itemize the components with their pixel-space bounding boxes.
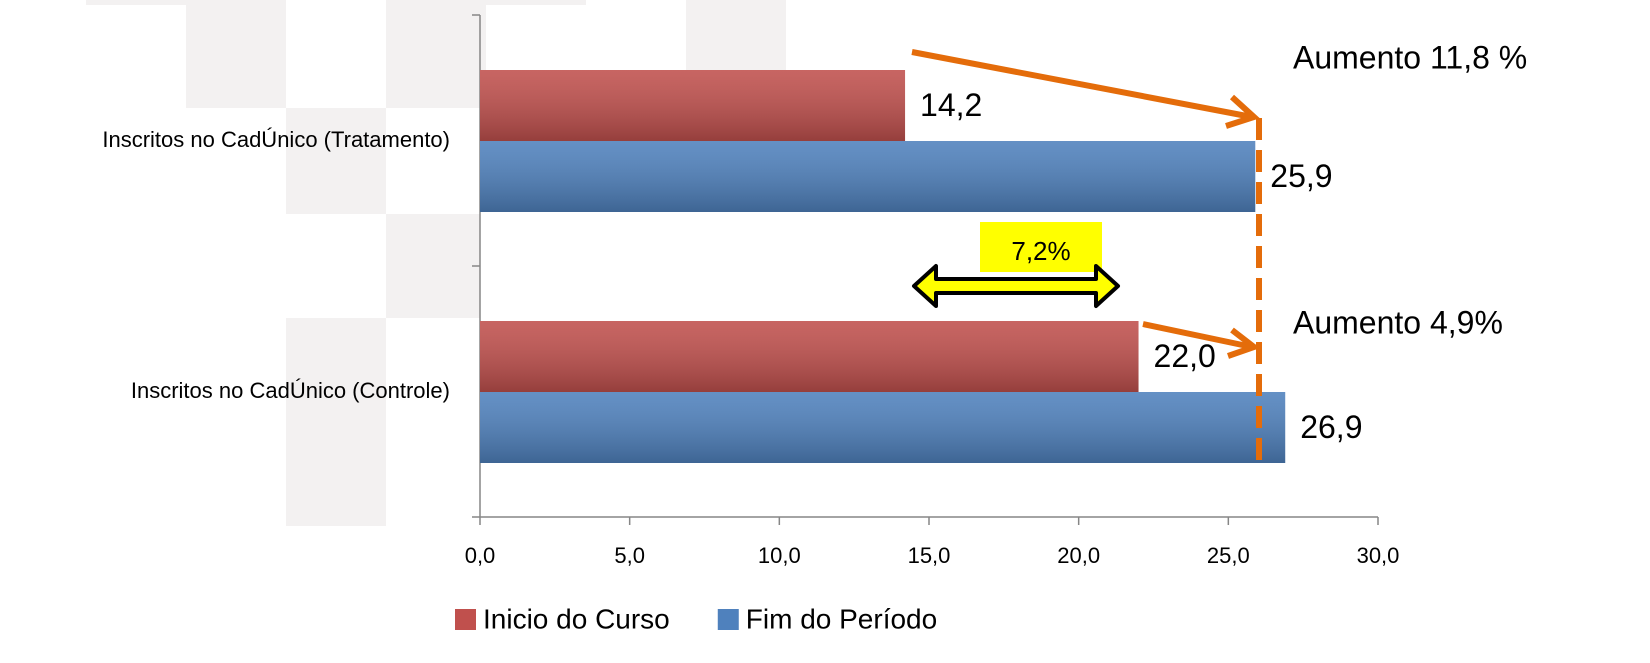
- x-tick-label: 5,0: [614, 543, 645, 568]
- double-arrow: [912, 264, 1120, 308]
- legend-swatch: [717, 609, 739, 630]
- x-tick-label: 30,0: [1357, 543, 1400, 568]
- x-tick-label: 20,0: [1057, 543, 1100, 568]
- bar: [480, 141, 1256, 212]
- x-tick-label: 0,0: [465, 543, 496, 568]
- value-label: 25,9: [1270, 158, 1332, 194]
- value-label: 14,2: [920, 87, 982, 123]
- value-label: 22,0: [1154, 338, 1216, 374]
- background-pattern: [86, 0, 786, 526]
- highlight-box: [980, 222, 1102, 272]
- category-label: Inscritos no CadÚnico (Tratamento): [102, 127, 450, 152]
- bar: [480, 70, 906, 141]
- annotation: 7,2%: [1011, 236, 1070, 266]
- arrow-head: [1225, 94, 1260, 129]
- value-label: 26,9: [1300, 409, 1362, 445]
- bar: [480, 321, 1139, 392]
- bar: [480, 392, 1286, 463]
- x-tick-label: 10,0: [758, 543, 801, 568]
- x-tick-label: 15,0: [908, 543, 951, 568]
- annotation: Aumento 4,9%: [1293, 304, 1503, 340]
- legend-label: Inicio do Curso: [483, 603, 670, 634]
- x-tick-label: 25,0: [1207, 543, 1250, 568]
- legend-swatch: [455, 609, 476, 630]
- legend-label: Fim do Período: [746, 603, 937, 634]
- category-label: Inscritos no CadÚnico (Controle): [131, 378, 450, 403]
- arrow: [911, 49, 1253, 120]
- decorations: [911, 49, 1262, 467]
- annotation: Aumento 11,8 %: [1293, 39, 1527, 75]
- arrow-head: [1227, 327, 1261, 359]
- arrow: [1142, 321, 1253, 350]
